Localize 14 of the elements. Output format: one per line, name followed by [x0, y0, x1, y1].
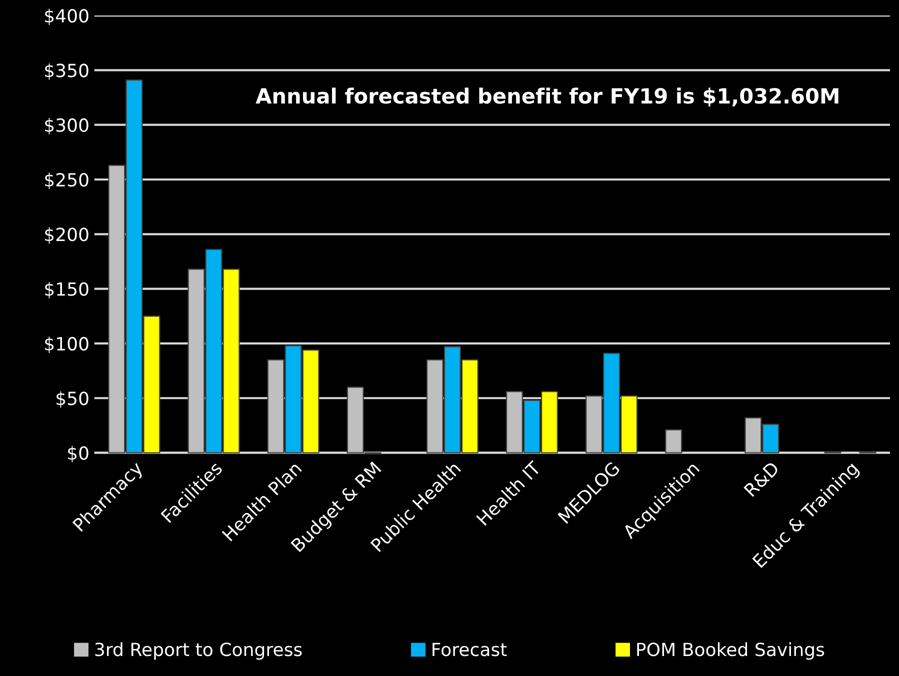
annotation: Annual forecasted benefit for FY19 is $1,032.60M	[256, 88, 838, 107]
y-tick-label: $200	[45, 227, 88, 244]
y-tick-label: $0	[68, 446, 88, 462]
y-tick-label: $50	[56, 391, 88, 408]
y-tick-label: $150	[45, 282, 88, 298]
y-tick-label: $300	[45, 118, 88, 134]
legend-label: POM Booked Savings	[637, 642, 824, 660]
y-tick-label: $350	[45, 63, 88, 80]
bar	[665, 429, 682, 454]
legend-label: Forecast	[432, 642, 507, 656]
y-tick-label: $100	[45, 336, 88, 353]
y-tick-label: $400	[45, 8, 88, 26]
y-tick-label: $250	[45, 172, 88, 190]
legend-label: 3rd Report to Congress	[95, 642, 302, 660]
